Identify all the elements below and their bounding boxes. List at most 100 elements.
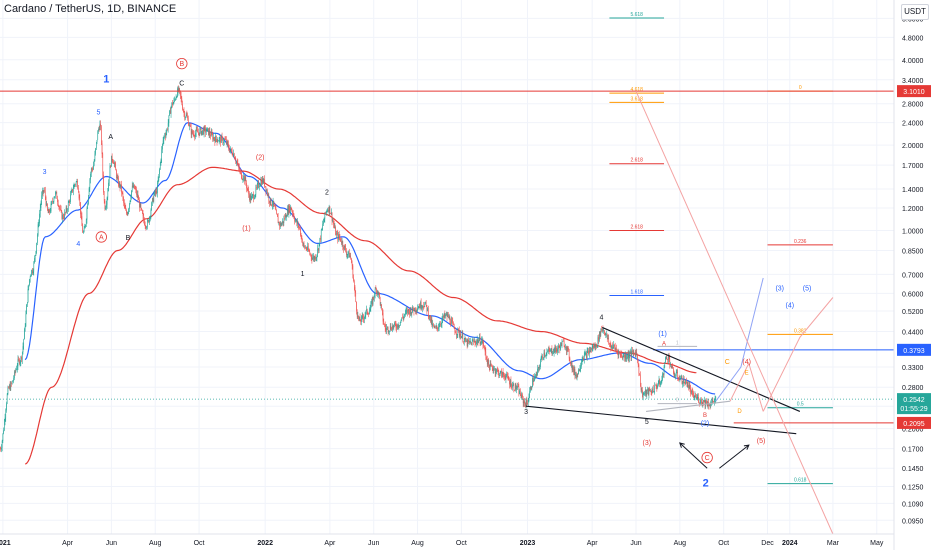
candle-body	[220, 137, 221, 142]
candle-body	[416, 311, 417, 312]
candle-body	[112, 156, 113, 160]
candle-body	[422, 306, 423, 308]
candle-body	[82, 216, 83, 226]
candle-body	[675, 376, 676, 377]
fib-level-label: 0.618	[794, 478, 807, 484]
candle-body	[417, 308, 418, 310]
candle-body	[254, 198, 255, 199]
candle-body	[312, 258, 313, 260]
candle-body	[50, 211, 51, 212]
candle-body	[381, 305, 382, 309]
candle-body	[62, 211, 63, 219]
candle-body	[63, 215, 64, 218]
candle-body	[374, 296, 375, 298]
candle-body	[628, 353, 629, 357]
candle-body	[209, 131, 210, 135]
candle-body	[662, 380, 663, 382]
candle-body	[125, 205, 126, 209]
candle-body	[685, 380, 686, 384]
candle-body	[253, 195, 254, 196]
candle-body	[62, 215, 63, 219]
candle-body	[611, 346, 612, 348]
candle-body	[187, 116, 188, 118]
candle-body	[87, 209, 88, 220]
candle-body	[461, 336, 462, 338]
candle-body	[359, 317, 360, 319]
candle-body	[448, 314, 449, 317]
candle-body	[633, 352, 634, 353]
candle-body	[392, 326, 393, 331]
candle-body	[457, 334, 458, 335]
y-tick-label: 0.2800	[902, 385, 924, 392]
candle-body	[267, 190, 268, 195]
candle-body	[322, 228, 323, 230]
candle-body	[285, 215, 286, 219]
symbol-title[interactable]: Cardano / TetherUS, 1D, BINANCE	[4, 3, 176, 15]
fib-level-label: 2.618	[630, 224, 643, 230]
candle-body	[518, 386, 519, 387]
candle-body	[218, 141, 219, 142]
candle-body	[466, 341, 467, 342]
candle-body	[32, 270, 33, 273]
candle-body	[171, 107, 172, 114]
candle-body	[465, 338, 466, 342]
candle-body	[156, 191, 157, 193]
candle-body	[618, 352, 619, 356]
candle-body	[688, 385, 689, 388]
candle-body	[194, 136, 195, 137]
wave-label: (2)	[256, 154, 265, 161]
candle-body	[233, 154, 234, 156]
candle-body	[290, 207, 291, 212]
candle-body	[694, 397, 695, 398]
candle-body	[426, 302, 427, 305]
wave-label: 3	[524, 409, 528, 416]
fib-level-label: 3.618	[630, 96, 643, 102]
candle-body	[93, 165, 94, 169]
candle-body	[357, 311, 358, 317]
candle-body	[404, 314, 405, 315]
candle-body	[360, 321, 361, 322]
candle-body	[183, 110, 184, 111]
candle-body	[524, 401, 525, 403]
candle-body	[242, 179, 243, 180]
candle-body	[210, 131, 211, 135]
candle-body	[434, 327, 435, 328]
candle-body	[498, 370, 499, 371]
candle-body	[102, 143, 103, 154]
candle-body	[405, 311, 406, 314]
candle-body	[534, 377, 535, 380]
candle-body	[450, 323, 451, 325]
candle-body	[16, 370, 17, 372]
candle-body	[342, 241, 343, 246]
candle-body	[323, 222, 324, 224]
candle-body	[165, 136, 166, 137]
candle-body	[335, 227, 336, 228]
candle-body	[35, 255, 36, 258]
candle-body	[579, 369, 580, 370]
x-tick-label: Apr	[587, 540, 599, 547]
candle-body	[199, 133, 200, 136]
candle-body	[320, 238, 321, 239]
candle-body	[399, 326, 400, 327]
candle-body	[432, 324, 433, 326]
candle-body	[279, 222, 280, 223]
candle-body	[215, 136, 216, 142]
candle-body	[145, 225, 146, 226]
candle-body	[601, 329, 602, 330]
candle-body	[562, 342, 563, 347]
candle-body	[362, 316, 363, 317]
candle-body	[258, 183, 259, 187]
candle-body	[654, 385, 655, 391]
currency-badge[interactable]: USDT	[901, 4, 929, 20]
candle-body	[615, 346, 616, 348]
candle-body	[635, 353, 636, 356]
candle-body	[438, 327, 439, 329]
candle-body	[435, 327, 436, 328]
candle-body	[56, 192, 57, 193]
candle-body	[531, 387, 532, 389]
candle-body	[288, 209, 289, 214]
candle-body	[265, 186, 266, 187]
candle-body	[581, 362, 582, 366]
